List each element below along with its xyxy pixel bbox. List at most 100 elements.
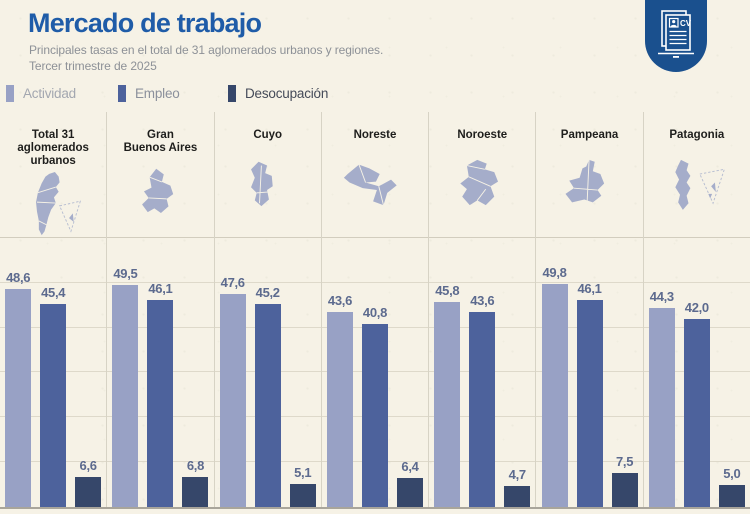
region-title: Pampeana bbox=[560, 129, 619, 141]
legend-swatch-icon bbox=[228, 85, 236, 102]
region-column-noroeste: Noroeste 45,8 43,6 4,7 bbox=[428, 112, 535, 507]
region-column-noreste: Noreste 43,6 40,8 6,4 bbox=[320, 112, 428, 507]
bar-slot: 49,5 bbox=[110, 266, 140, 507]
bar-slot: 46,1 bbox=[145, 281, 175, 507]
legend-item-actividad: Actividad bbox=[6, 85, 76, 102]
bar-slot: 6,6 bbox=[73, 458, 103, 507]
bar-value-label: 5,1 bbox=[294, 465, 312, 481]
bar-value-label: 48,6 bbox=[6, 270, 31, 286]
bar-slot: 45,4 bbox=[38, 285, 68, 507]
bar-empleo bbox=[683, 318, 710, 507]
region-title: Total 31 aglomerados urbanos bbox=[17, 129, 89, 167]
bar-desocupación bbox=[504, 485, 531, 507]
bar-slot: 4,7 bbox=[502, 467, 532, 507]
bar-desocupación bbox=[718, 484, 745, 507]
bar-value-label: 49,5 bbox=[113, 266, 138, 282]
region-map-icon-cuyo bbox=[250, 161, 273, 206]
page-subtitle: Principales tasas en el total de 31 aglo… bbox=[29, 42, 383, 74]
bar-value-label: 7,5 bbox=[615, 454, 634, 470]
bar-actividad bbox=[219, 293, 246, 507]
region-map bbox=[657, 142, 737, 239]
bar-slot: 42,0 bbox=[682, 300, 712, 507]
svg-text:CV: CV bbox=[680, 19, 692, 28]
region-map-icon-noreste bbox=[343, 164, 397, 205]
bar-group: 48,6 45,4 6,6 bbox=[0, 239, 106, 507]
bar-slot: 44,3 bbox=[647, 289, 677, 507]
legend-swatch-icon bbox=[6, 85, 14, 102]
legend-label: Actividad bbox=[23, 86, 76, 101]
bar-slot: 45,8 bbox=[432, 283, 462, 507]
bar-empleo bbox=[147, 300, 174, 507]
bar-value-label: 43,6 bbox=[327, 292, 353, 308]
region-column-pampeana: Pampeana 49,8 46,1 7,5 bbox=[535, 112, 642, 507]
bar-group: 45,8 43,6 4,7 bbox=[429, 239, 535, 507]
bar-actividad bbox=[5, 289, 32, 507]
bar-value-label: 45,8 bbox=[435, 282, 460, 298]
page-title: Mercado de trabajo bbox=[28, 8, 262, 38]
cv-document-icon: CV bbox=[658, 10, 694, 58]
region-header: Gran Buenos Aires bbox=[107, 112, 213, 239]
cv-badge: CV bbox=[645, 0, 707, 72]
bar-slot: 43,6 bbox=[467, 292, 497, 507]
bar-empleo bbox=[469, 311, 496, 507]
region-header: Noroeste bbox=[429, 112, 535, 239]
bar-value-label: 6,8 bbox=[186, 457, 204, 473]
region-map-icon-argentina bbox=[36, 171, 82, 235]
region-title: Noreste bbox=[353, 129, 397, 141]
bar-actividad bbox=[434, 301, 461, 507]
legend-label: Empleo bbox=[135, 86, 180, 101]
region-map-icon-patagonia bbox=[675, 159, 725, 210]
region-column-argentina: Total 31 aglomerados urbanos 48,6 45,4 6… bbox=[0, 112, 106, 507]
bar-value-label: 46,1 bbox=[148, 281, 173, 297]
bar-actividad bbox=[326, 311, 353, 507]
bar-value-label: 5,0 bbox=[723, 465, 741, 481]
region-map bbox=[120, 155, 200, 239]
bar-value-label: 46,1 bbox=[577, 281, 602, 297]
bar-desocupación bbox=[396, 478, 423, 507]
bar-value-label: 6,4 bbox=[401, 459, 419, 475]
region-column-patagonia: Patagonia 44,3 42,0 5,0 bbox=[642, 112, 750, 507]
region-header: Cuyo bbox=[215, 112, 321, 239]
region-map bbox=[335, 142, 415, 239]
subtitle-line-1: Principales tasas en el total de 31 aglo… bbox=[29, 43, 384, 57]
bar-empleo bbox=[40, 303, 67, 507]
bar-slot: 6,4 bbox=[395, 459, 425, 507]
bar-desocupación bbox=[611, 473, 638, 507]
bar-empleo bbox=[254, 304, 281, 507]
bar-desocupación bbox=[75, 477, 102, 507]
legend-item-desocupación: Desocupación bbox=[228, 85, 328, 102]
region-map bbox=[13, 168, 93, 239]
bar-slot: 40,8 bbox=[360, 305, 390, 507]
chart: Total 31 aglomerados urbanos 48,6 45,4 6… bbox=[0, 112, 750, 509]
bar-desocupación bbox=[182, 476, 209, 507]
bar-value-label: 44,3 bbox=[649, 289, 674, 305]
bar-value-label: 43,6 bbox=[470, 292, 495, 308]
legend-swatch-icon bbox=[118, 85, 126, 102]
region-column-cuyo: Cuyo 47,6 45,2 5,1 bbox=[213, 112, 321, 507]
bar-value-label: 40,8 bbox=[362, 305, 388, 321]
bar-group: 44,3 42,0 5,0 bbox=[644, 239, 750, 507]
gridline-60 bbox=[0, 237, 750, 238]
region-title: Noroeste bbox=[457, 129, 508, 141]
bar-slot: 49,8 bbox=[540, 265, 570, 507]
bar-slot: 6,8 bbox=[180, 457, 210, 507]
region-column-gba: Gran Buenos Aires 49,5 46,1 6,8 bbox=[106, 112, 213, 507]
region-title: Patagonia bbox=[669, 129, 725, 141]
bar-group: 49,8 46,1 7,5 bbox=[536, 239, 642, 507]
legend-label: Desocupación bbox=[245, 86, 329, 101]
bar-value-label: 47,6 bbox=[220, 274, 245, 290]
region-header: Patagonia bbox=[644, 112, 750, 239]
region-header: Noreste bbox=[322, 112, 428, 239]
bar-slot: 46,1 bbox=[575, 281, 605, 507]
region-title: Cuyo bbox=[253, 129, 283, 141]
bar-slot: 48,6 bbox=[3, 270, 33, 507]
bar-value-label: 49,8 bbox=[542, 264, 567, 280]
bar-slot: 7,5 bbox=[610, 454, 640, 507]
region-header: Total 31 aglomerados urbanos bbox=[0, 112, 106, 239]
bar-slot: 43,6 bbox=[325, 292, 355, 507]
chart-columns: Total 31 aglomerados urbanos 48,6 45,4 6… bbox=[0, 112, 750, 507]
region-map bbox=[228, 142, 308, 239]
bar-slot: 47,6 bbox=[218, 275, 248, 507]
bar-group: 43,6 40,8 6,4 bbox=[322, 239, 428, 507]
region-map-icon-gba bbox=[142, 168, 174, 214]
